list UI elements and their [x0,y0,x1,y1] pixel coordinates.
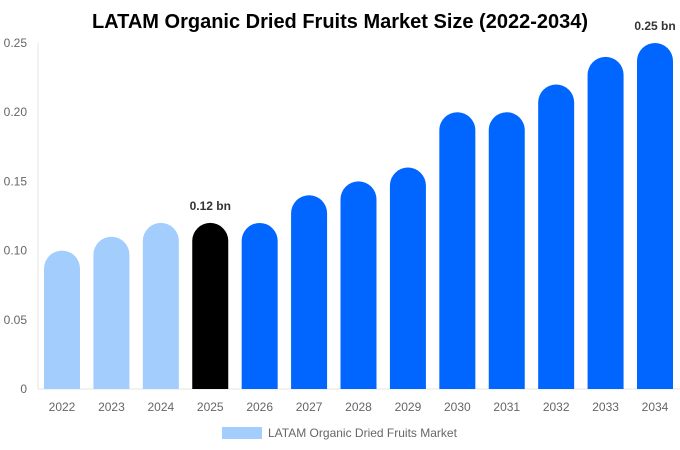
y-tick-label: 0.15 [4,174,28,188]
data-label-2034: 0.25 bn [634,19,675,33]
data-labels: 0.12 bn 0.25 bn [190,19,676,213]
data-label-2025: 0.12 bn [190,199,231,213]
bar-2028[interactable] [340,181,377,389]
y-tick-label: 0.05 [4,313,28,327]
y-tick-label: 0.10 [4,244,28,258]
x-tick-label: 2032 [543,400,570,414]
x-tick-label: 2028 [345,400,372,414]
x-tick-label: 2033 [592,400,619,414]
bar-2034[interactable] [637,43,673,389]
x-tick-label: 2027 [296,400,323,414]
bars [44,43,673,390]
bar-2029[interactable] [389,167,426,389]
y-tick-label: 0.20 [4,105,28,119]
x-tick-label: 2031 [493,400,520,414]
y-axis: 0 0.05 0.10 0.15 0.20 0.25 [4,36,39,396]
x-axis: 2022 2023 2024 2025 2026 2027 2028 2029 2030 2031… [38,388,680,414]
legend-label: LATAM Organic Dried Fruits Market [268,426,458,440]
legend-swatch [222,427,262,439]
chart-title: LATAM Organic Dried Fruits Market Size (… [92,11,588,33]
x-tick-label: 2029 [395,400,422,414]
bar-2026[interactable] [241,222,278,389]
x-tick-label: 2023 [98,400,125,414]
bar-2024[interactable] [142,222,179,389]
bar-2025[interactable] [192,222,229,389]
x-tick-label: 2022 [49,400,76,414]
bar-2032[interactable] [538,84,575,390]
bar-2023[interactable] [93,236,130,389]
bar-2022[interactable] [44,250,80,389]
legend[interactable]: LATAM Organic Dried Fruits Market [222,426,458,440]
x-tick-label: 2030 [444,400,471,414]
x-tick-label: 2026 [246,400,273,414]
x-tick-label: 2025 [197,400,224,414]
bar-2030[interactable] [439,112,476,389]
x-tick-label: 2024 [147,400,174,414]
bar-2027[interactable] [291,195,328,389]
bar-2031[interactable] [488,112,525,389]
bar-2033[interactable] [587,56,624,390]
x-tick-label: 2034 [642,400,669,414]
y-tick-label: 0.25 [4,36,28,50]
y-tick-label: 0 [20,382,27,396]
